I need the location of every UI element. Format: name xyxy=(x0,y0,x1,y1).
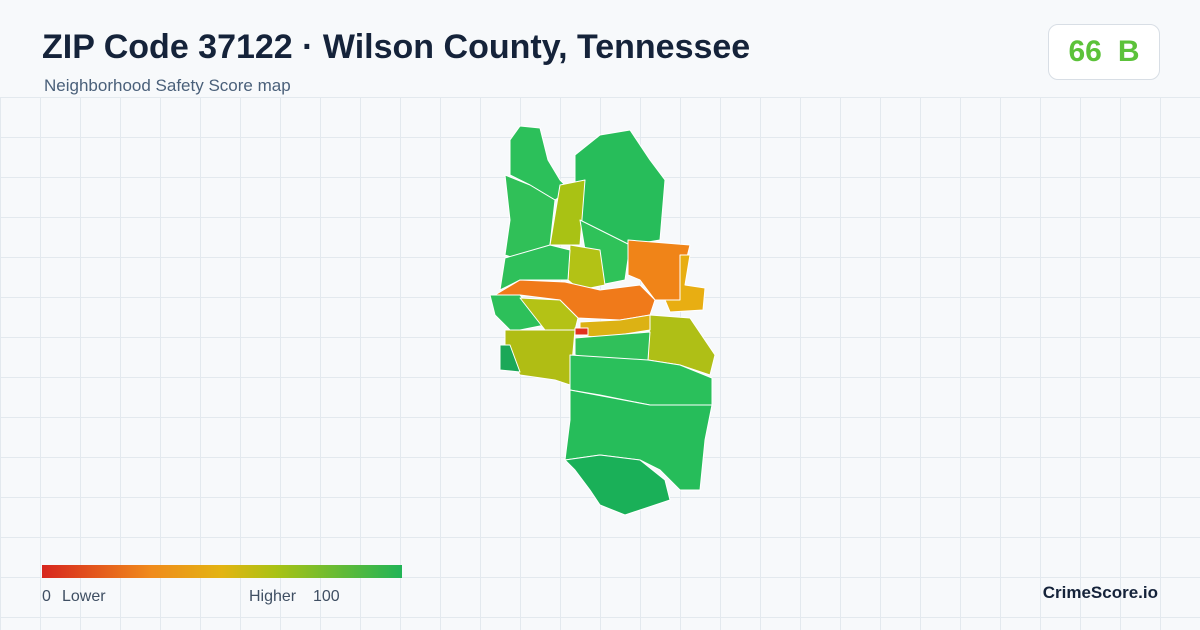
score-grade: B xyxy=(1117,35,1140,68)
region xyxy=(564,389,713,491)
brand: CrimeScore.io xyxy=(1042,583,1158,602)
legend-min-label: Lower xyxy=(62,588,106,605)
region xyxy=(579,219,631,286)
region xyxy=(567,244,606,291)
region xyxy=(564,454,671,516)
region xyxy=(574,327,589,336)
legend-min: 0 xyxy=(42,588,51,605)
legend-max: 100 xyxy=(313,588,340,605)
region xyxy=(499,244,571,291)
region xyxy=(549,179,586,246)
legend-gradient xyxy=(42,565,402,578)
region xyxy=(504,329,576,386)
score-value: 66 xyxy=(1068,35,1102,68)
region xyxy=(519,297,579,331)
region xyxy=(499,344,521,373)
score-badge: 66 B xyxy=(1048,24,1160,80)
subtitle: Neighborhood Safety Score map xyxy=(44,76,291,95)
title: ZIP Code 37122 · Wilson County, Tennesse… xyxy=(42,28,751,66)
legend-max-label: Higher xyxy=(249,588,297,605)
region xyxy=(664,254,706,313)
